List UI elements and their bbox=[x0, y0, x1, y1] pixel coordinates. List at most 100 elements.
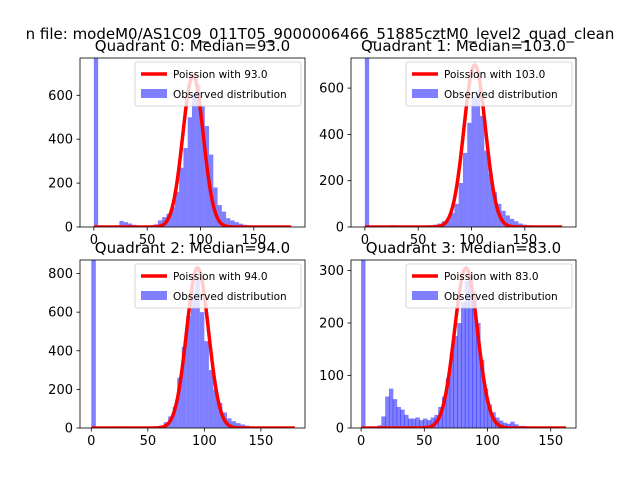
axes-frame bbox=[350, 57, 577, 228]
observed-bar bbox=[407, 418, 413, 428]
observed-bar bbox=[464, 281, 470, 428]
observed-bar bbox=[230, 220, 235, 227]
observed-bar bbox=[467, 122, 472, 227]
y-tick-label: 200 bbox=[319, 317, 344, 332]
observed-bar bbox=[195, 277, 200, 428]
observed-bar bbox=[200, 106, 205, 227]
observed-bar bbox=[217, 205, 222, 227]
x-tick-label: 150 bbox=[538, 434, 563, 449]
x-tick-label: 50 bbox=[416, 434, 433, 449]
y-tick-label: 100 bbox=[319, 369, 344, 384]
observed-bar bbox=[454, 203, 459, 227]
legend-observed-swatch bbox=[141, 291, 167, 300]
legend: Poission with 93.0 Observed distribution bbox=[134, 61, 302, 107]
observed-bar bbox=[221, 211, 227, 227]
observed-bar bbox=[157, 220, 163, 227]
y-tick-label: 400 bbox=[319, 128, 344, 143]
x-tick-label: 50 bbox=[410, 233, 427, 248]
observed-bar bbox=[199, 312, 205, 428]
observed-bar bbox=[506, 423, 511, 428]
legend-observed-swatch bbox=[412, 89, 438, 98]
observed-bar bbox=[93, 58, 99, 227]
y-tick-label: 200 bbox=[319, 174, 344, 189]
poisson-curve bbox=[363, 63, 564, 227]
observed-bar bbox=[484, 150, 489, 227]
observed-bar bbox=[514, 221, 519, 227]
subplot-title: Quadrant 2: Median=94.0 bbox=[95, 239, 290, 257]
observed-bar bbox=[226, 418, 232, 428]
legend: Poission with 83.0 Observed distribution bbox=[405, 263, 573, 309]
observed-bar bbox=[426, 420, 432, 428]
observed-bar bbox=[449, 354, 455, 428]
observed-bar bbox=[177, 377, 182, 428]
observed-bar bbox=[190, 292, 196, 428]
legend-observed-label: Observed distribution bbox=[173, 291, 287, 303]
y-tick-label: 200 bbox=[48, 383, 73, 398]
observed-bar bbox=[472, 291, 477, 428]
observed-bar bbox=[501, 210, 506, 227]
legend-observed-label: Observed distribution bbox=[444, 291, 558, 303]
observed-bar bbox=[187, 117, 192, 227]
observed-bar bbox=[208, 370, 214, 428]
y-tick-label: 0 bbox=[65, 221, 73, 236]
subplot-2: 0 50 100 150 0 200 400 600 800 Quadrant 2: Median… bbox=[48, 239, 306, 449]
y-tick-label: 200 bbox=[48, 177, 73, 192]
observed-bar bbox=[462, 152, 468, 227]
observed-bar bbox=[392, 399, 398, 428]
observed-bar bbox=[217, 402, 223, 428]
x-tick-label: 100 bbox=[192, 434, 217, 449]
legend-observed-label: Observed distribution bbox=[444, 89, 558, 101]
x-tick-label: 50 bbox=[139, 233, 156, 248]
observed-bar bbox=[502, 422, 508, 428]
plot-area bbox=[363, 58, 564, 227]
legend-observed-swatch bbox=[412, 291, 438, 300]
subplot-1: 0 50 100 150 0 200 400 600 Quadrant 1: Median=10… bbox=[319, 37, 577, 248]
observed-bar bbox=[127, 223, 133, 227]
observed-bar bbox=[213, 389, 218, 428]
observed-bar bbox=[498, 420, 504, 428]
observed-bar bbox=[450, 213, 455, 227]
observed-bar bbox=[91, 260, 96, 428]
y-tick-label: 800 bbox=[48, 267, 73, 282]
observed-bar bbox=[471, 97, 476, 227]
x-tick-label: 0 bbox=[87, 434, 95, 449]
y-tick-label: 300 bbox=[319, 264, 344, 279]
legend-poisson-label: Poission with 103.0 bbox=[444, 69, 545, 81]
observed-bar bbox=[488, 173, 493, 227]
observed-bar bbox=[479, 359, 485, 428]
y-tick-label: 600 bbox=[48, 89, 73, 104]
subplot-title: Quadrant 1: Median=103.0 bbox=[361, 37, 566, 55]
observed-bar bbox=[196, 84, 201, 227]
observed-bar bbox=[411, 418, 417, 428]
legend-observed-label: Observed distribution bbox=[173, 89, 287, 101]
y-tick-label: 0 bbox=[336, 221, 344, 236]
observed-bar bbox=[170, 207, 175, 227]
y-tick-label: 600 bbox=[319, 82, 344, 97]
observed-bar bbox=[457, 323, 462, 428]
legend-poisson-label: Poission with 94.0 bbox=[173, 271, 268, 283]
observed-bar bbox=[364, 58, 370, 227]
observed-bar bbox=[423, 418, 428, 428]
legend: Poission with 94.0 Observed distribution bbox=[134, 263, 302, 309]
observed-bar bbox=[419, 420, 424, 428]
observed-bar bbox=[172, 406, 178, 428]
y-tick-label: 0 bbox=[65, 422, 73, 437]
legend-poisson-label: Poission with 93.0 bbox=[173, 69, 268, 81]
axes-frame bbox=[350, 259, 577, 429]
figure-title: n file: modeM0/AS1C09_011T05_9000006466_… bbox=[26, 25, 615, 44]
legend-poisson-label: Poission with 83.0 bbox=[444, 271, 539, 283]
y-tick-label: 600 bbox=[48, 306, 73, 321]
observed-bar bbox=[510, 421, 515, 428]
observed-bar bbox=[388, 388, 394, 428]
legend-box bbox=[405, 263, 573, 309]
observed-bar bbox=[468, 273, 473, 428]
observed-bar bbox=[181, 346, 187, 428]
legend-observed-swatch bbox=[141, 89, 167, 98]
observed-bar bbox=[396, 407, 401, 428]
observed-bar bbox=[404, 414, 409, 428]
observed-bar bbox=[475, 90, 481, 227]
x-tick-label: 0 bbox=[357, 434, 365, 449]
x-tick-label: 100 bbox=[459, 233, 484, 248]
legend-box bbox=[134, 61, 302, 107]
